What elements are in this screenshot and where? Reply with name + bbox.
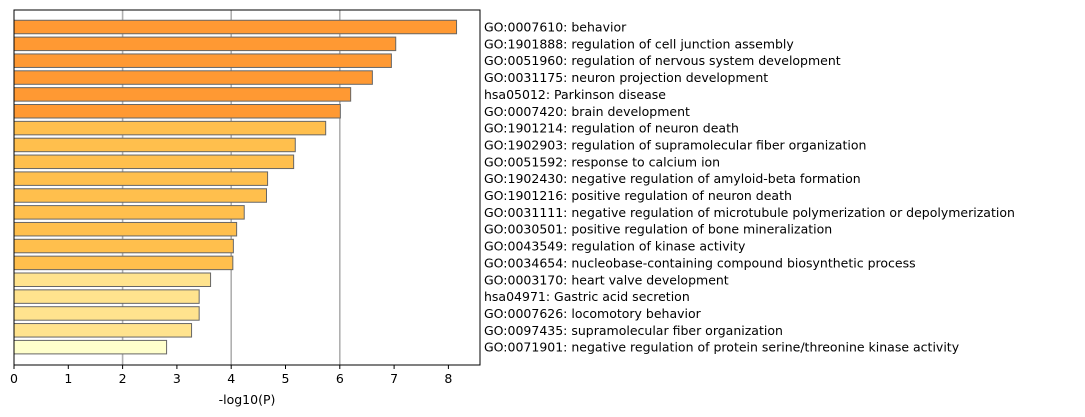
bar-label-5: hsa05012: Parkinson disease	[484, 87, 666, 102]
bar-6	[13, 104, 341, 119]
bar-14	[13, 238, 234, 254]
bars	[13, 19, 458, 355]
x-axis-label: -log10(P)	[219, 392, 276, 407]
x-tick-label-2: 2	[119, 371, 127, 386]
bar-label-15: GO:0034654: nucleobase-containing compou…	[484, 255, 916, 270]
x-tick-label-3: 3	[173, 371, 181, 386]
bar-7	[13, 120, 327, 136]
x-tick-label-0: 0	[10, 371, 18, 386]
bar-label-10: GO:1902430: negative regulation of amylo…	[484, 171, 861, 186]
bar-label-16: GO:0003170: heart valve development	[484, 272, 729, 287]
bar-label-20: GO:0071901: negative regulation of prote…	[484, 340, 960, 355]
bar-label-4: GO:0031175: neuron projection developmen…	[484, 70, 768, 85]
bar-label-2: GO:1901888: regulation of cell junction …	[484, 36, 794, 51]
x-tick-label-1: 1	[64, 371, 72, 386]
bar-19	[13, 323, 193, 338]
bar-label-1: GO:0007610: behavior	[484, 20, 627, 35]
bar-4	[13, 70, 373, 85]
plot-frame	[13, 9, 481, 366]
bar-11	[13, 188, 267, 203]
bar-12	[13, 205, 245, 220]
bar-15	[13, 255, 234, 271]
bar-5	[13, 87, 352, 102]
bar-2	[13, 36, 397, 52]
bar-label-12: GO:0031111: negative regulation of micro…	[484, 205, 1015, 220]
grid-lines	[121, 10, 341, 365]
x-tick-label-6: 6	[336, 371, 344, 386]
x-tick-label-7: 7	[390, 371, 398, 386]
bar-label-6: GO:0007420: brain development	[484, 104, 690, 119]
bar-17	[13, 289, 200, 304]
bar-10	[13, 171, 269, 186]
bar-3	[13, 53, 392, 68]
bar-label-3: GO:0051960: regulation of nervous system…	[484, 53, 841, 68]
bar-18	[13, 306, 200, 321]
bar-9	[13, 154, 295, 170]
bar-label-17: hsa04971: Gastric acid secretion	[484, 289, 690, 304]
bar-label-7: GO:1901214: regulation of neuron death	[484, 121, 739, 136]
bar-8	[13, 137, 296, 153]
bar-20	[13, 339, 168, 355]
bar-label-11: GO:1901216: positive regulation of neuro…	[484, 188, 792, 203]
bar-13	[13, 221, 238, 237]
bar-1	[13, 19, 458, 35]
bar-label-8: GO:1902903: regulation of supramolecular…	[484, 137, 866, 152]
bar-label-13: GO:0030501: positive regulation of bone …	[484, 222, 832, 237]
x-tick-label-5: 5	[282, 371, 290, 386]
bar-label-14: GO:0043549: regulation of kinase activit…	[484, 239, 746, 254]
bar-label-19: GO:0097435: supramolecular fiber organiz…	[484, 323, 783, 338]
x-axis: 0 1 2 3 4 5 6 7 8	[10, 365, 452, 386]
bar-label-18: GO:0007626: locomotory behavior	[484, 306, 702, 321]
bar-16	[13, 272, 212, 287]
bar-label-9: GO:0051592: response to calcium ion	[484, 154, 720, 169]
x-tick-label-8: 8	[444, 371, 452, 386]
x-tick-label-4: 4	[227, 371, 235, 386]
